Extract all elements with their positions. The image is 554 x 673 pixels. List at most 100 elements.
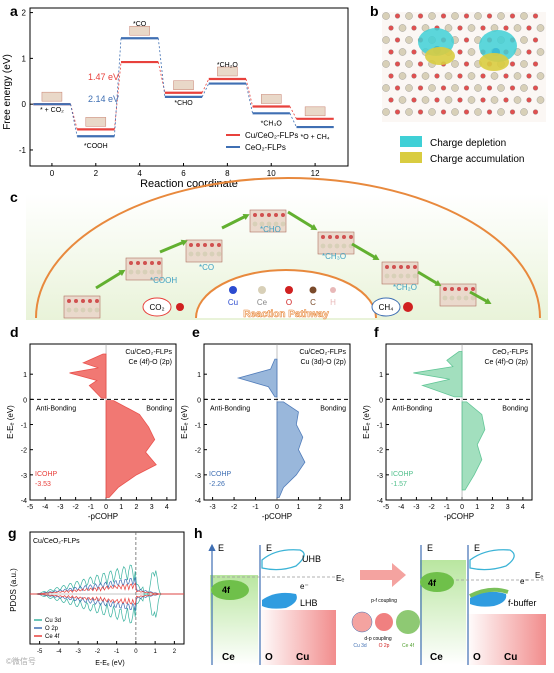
ce-atom <box>398 72 407 80</box>
co2-molecule-icon <box>176 303 184 311</box>
cohp-x-tick-label: 3 <box>506 504 510 511</box>
cohp-y-tick-label: -3 <box>377 473 383 480</box>
ce-atom <box>520 36 528 44</box>
slab-thumbnail-2 <box>129 25 150 36</box>
ce-atom <box>428 12 436 20</box>
f4-band-left <box>211 580 249 600</box>
connector-1-2 <box>157 38 166 97</box>
pdos-curve-ce-4f-up <box>30 582 184 595</box>
pdos-frame <box>29 531 185 645</box>
legend-label-o2p: O 2p <box>45 626 59 632</box>
x-tick-label: 0 <box>50 169 55 178</box>
slab-atom <box>188 251 194 257</box>
cohp-y-tick-label: -3 <box>21 473 27 480</box>
slab-atom <box>74 299 78 303</box>
cohp-x-tick-label: 1 <box>475 504 479 511</box>
ce-atom <box>536 72 545 80</box>
ce-atom <box>405 108 413 116</box>
ce-atom <box>536 24 545 32</box>
cohp-x-tick-label: -2 <box>231 504 237 511</box>
cohp-y-tick-label: -2 <box>377 448 383 455</box>
anti-bonding-label: Anti-Bonding <box>210 405 250 412</box>
atom-label-ce: Ce <box>257 298 268 307</box>
cohp-title-2: Cu (3d)-O (2p) <box>300 359 346 366</box>
ce-atom <box>467 48 476 56</box>
energy-label-right-2: E <box>474 543 480 553</box>
o-atom <box>463 109 470 115</box>
cohp-x-tick-label: 4 <box>521 504 525 511</box>
slab-thumbnail-3 <box>173 80 194 90</box>
catalyst-slabs <box>63 209 477 319</box>
slab-atom <box>209 251 215 257</box>
ce-atom <box>513 72 522 80</box>
cohp-y-tick-label: -4 <box>21 498 27 505</box>
o-atom <box>440 109 447 115</box>
state-label-1: *COOH <box>84 143 108 150</box>
cu3d-orbital-icon <box>351 611 373 633</box>
connector-1-5 <box>289 113 297 128</box>
ch4-bubble <box>371 297 401 317</box>
o-atom <box>463 13 470 19</box>
slab-atom <box>328 235 332 239</box>
slab-atom <box>217 243 221 247</box>
ce-atom <box>467 24 476 32</box>
o-atom <box>503 73 509 79</box>
slab-atom <box>142 269 148 275</box>
slab-atom <box>450 287 454 291</box>
atom-legend: Cu Ce O C H <box>228 286 336 307</box>
cu-label-right: Cu <box>504 652 517 663</box>
panel-g-pdos: g Cu/CeO₂-FLPs PDOS (a.u.) E-Eₑ (eV) -5-… <box>6 525 185 667</box>
o-atom <box>388 73 394 79</box>
ce-atom <box>398 96 407 104</box>
slab-atom <box>157 261 161 265</box>
depletion-label: Charge depletion <box>430 138 506 149</box>
o-atom <box>394 13 401 19</box>
cohp-y-tick-label: -2 <box>195 448 201 455</box>
pdos-x-tick-label: 1 <box>153 649 157 655</box>
pdos-x-tick-label: 2 <box>173 649 177 655</box>
cohp-x-tick-label: 2 <box>491 504 495 511</box>
ce-atom <box>405 84 413 92</box>
slab-atom <box>349 235 353 239</box>
ce-atom <box>382 84 390 92</box>
cohp-x-tick-label: 1 <box>119 504 123 511</box>
ce4f-orbital-icon <box>396 610 420 634</box>
cohp-y-tick-label: 0 <box>379 397 383 404</box>
pdos-curve-ce-4f-down <box>30 593 184 606</box>
slab-atom <box>266 221 272 227</box>
ce-atom <box>398 24 407 32</box>
slab-atom <box>471 287 475 291</box>
o-atom <box>411 25 417 31</box>
icohp-value: -3.53 <box>35 481 51 488</box>
y-axis-label: Free energy (eV) <box>2 54 13 130</box>
slab-atom <box>202 251 208 257</box>
ce-atom <box>467 96 476 104</box>
slab-atom <box>195 251 201 257</box>
cohp-x-tick-label: 0 <box>460 504 464 511</box>
o-atom <box>532 61 539 67</box>
pdos-x-tick-label: -2 <box>95 649 101 655</box>
o-atom <box>509 109 516 115</box>
o-atom <box>394 61 401 67</box>
ce-atom <box>421 96 430 104</box>
slab-atom <box>405 273 411 279</box>
accumulation-lobe-right <box>479 53 509 71</box>
slab-atom <box>156 269 162 275</box>
slab-atom <box>456 295 462 301</box>
bonding-label: Bonding <box>320 405 346 412</box>
pathway-arrow-3 <box>287 210 315 230</box>
connector-0-5 <box>289 106 297 120</box>
o-atom <box>457 97 463 103</box>
o-atom <box>526 97 532 103</box>
pathway-arrowhead-1 <box>180 239 188 246</box>
ce-atom <box>520 60 528 68</box>
panel-label-a: a <box>10 3 18 19</box>
ce-atom <box>428 84 436 92</box>
connector-0-4 <box>245 78 253 107</box>
cohp-title-2: Ce (4f)-O (2p) <box>484 359 528 366</box>
slab-atom <box>457 287 461 291</box>
bonding-area <box>105 400 157 498</box>
anti-bonding-label: Anti-Bonding <box>36 405 76 412</box>
o-atom <box>486 85 493 91</box>
atom-h <box>330 287 336 293</box>
